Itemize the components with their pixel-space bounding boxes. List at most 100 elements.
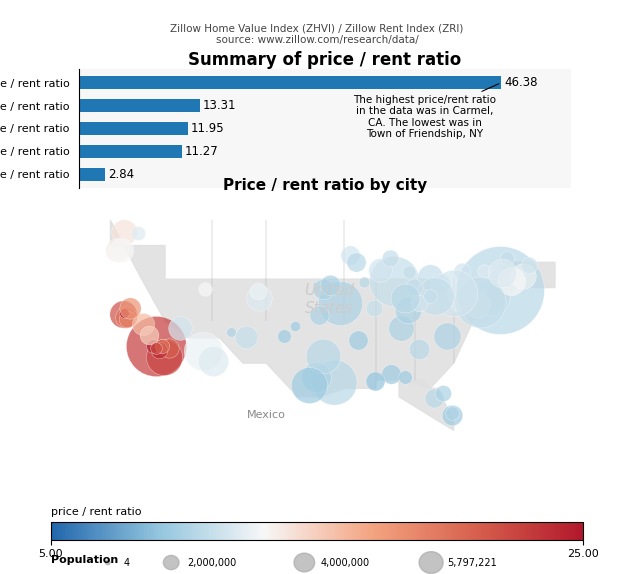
Text: 2,000,000: 2,000,000 <box>187 557 236 568</box>
Text: Mexico: Mexico <box>247 410 286 420</box>
Point <box>386 370 396 379</box>
Point <box>404 267 414 276</box>
Point <box>524 260 534 269</box>
Point <box>254 294 264 303</box>
Point <box>314 311 324 320</box>
Title: Price / rent ratio by city: Price / rent ratio by city <box>223 177 427 192</box>
Point <box>318 285 328 294</box>
Point <box>152 343 162 352</box>
Point <box>501 254 512 263</box>
Point <box>425 292 436 301</box>
Point <box>112 245 122 254</box>
Point <box>335 299 345 308</box>
Point <box>486 292 496 301</box>
Title: Summary of price / rent ratio: Summary of price / rent ratio <box>188 51 462 69</box>
Point <box>121 312 131 321</box>
Point <box>450 288 460 297</box>
Bar <box>79 168 105 181</box>
Point <box>290 321 300 331</box>
Point <box>119 308 129 317</box>
Point <box>253 286 263 296</box>
Point <box>396 323 406 332</box>
Point <box>400 293 410 302</box>
Point <box>479 266 489 276</box>
Text: 4,000,000: 4,000,000 <box>320 557 369 568</box>
Point <box>311 373 321 382</box>
Point <box>133 228 143 238</box>
Point <box>436 279 446 288</box>
Point <box>505 276 515 285</box>
Text: 11.95: 11.95 <box>191 122 224 135</box>
Point <box>443 332 453 341</box>
Text: 13.31: 13.31 <box>203 99 236 112</box>
Text: source: www.zillow.com/research/data/: source: www.zillow.com/research/data/ <box>216 35 418 45</box>
Bar <box>79 99 200 112</box>
Point <box>241 332 251 342</box>
Point <box>413 299 424 308</box>
Point <box>429 393 439 402</box>
Point <box>138 319 148 328</box>
Point <box>351 258 361 267</box>
Point <box>325 281 335 290</box>
X-axis label: price / rent ratio: price / rent ratio <box>51 506 141 517</box>
Point <box>370 376 380 385</box>
Point <box>447 410 457 420</box>
Point <box>200 285 210 294</box>
Point <box>369 303 379 312</box>
Point <box>430 292 440 301</box>
Bar <box>79 145 182 158</box>
Point <box>198 347 209 356</box>
Point <box>345 250 355 259</box>
Point <box>425 272 436 281</box>
Text: Population: Population <box>51 554 118 565</box>
Point <box>495 285 505 294</box>
Point <box>400 372 410 381</box>
Point <box>148 341 158 350</box>
Point <box>151 342 161 351</box>
Point <box>385 254 396 263</box>
Point <box>157 341 167 350</box>
Point <box>153 345 164 354</box>
Point <box>125 303 135 312</box>
Text: United
States: United States <box>304 284 354 316</box>
Point <box>278 332 288 341</box>
Point <box>518 271 528 280</box>
Bar <box>79 122 188 135</box>
Point <box>497 269 507 278</box>
Point <box>475 297 485 307</box>
Polygon shape <box>110 220 555 397</box>
Point <box>318 352 328 361</box>
Point <box>414 344 424 354</box>
Point <box>159 352 169 362</box>
Text: 2.84: 2.84 <box>108 168 134 181</box>
Bar <box>79 76 501 89</box>
Point <box>359 277 369 286</box>
Point <box>328 377 339 386</box>
Point <box>226 328 236 337</box>
Point <box>472 301 482 310</box>
Text: 46.38: 46.38 <box>504 76 538 89</box>
Point <box>115 245 126 254</box>
Point <box>207 357 217 366</box>
Text: 5,797,221: 5,797,221 <box>447 557 496 568</box>
Text: The highest price/rent ratio
in the data was in Carmel,
CA. The lowest was in
To: The highest price/rent ratio in the data… <box>354 84 499 139</box>
Point <box>118 310 128 319</box>
Point <box>304 381 314 390</box>
Polygon shape <box>399 380 453 430</box>
Point <box>175 323 185 332</box>
Point <box>389 276 399 285</box>
Point <box>122 314 132 323</box>
Text: 11.27: 11.27 <box>184 145 218 158</box>
Point <box>447 408 457 417</box>
Point <box>437 388 448 397</box>
Point <box>164 343 174 352</box>
Point <box>457 266 467 276</box>
Point <box>145 330 155 339</box>
Text: 4: 4 <box>124 557 130 568</box>
Point <box>409 282 419 291</box>
Point <box>403 305 413 315</box>
Text: Zillow Home Value Index (ZHVI) / Zillow Rent Index (ZRI): Zillow Home Value Index (ZHVI) / Zillow … <box>171 24 463 33</box>
Point <box>375 265 385 274</box>
Point <box>119 227 129 236</box>
Point <box>353 336 363 345</box>
